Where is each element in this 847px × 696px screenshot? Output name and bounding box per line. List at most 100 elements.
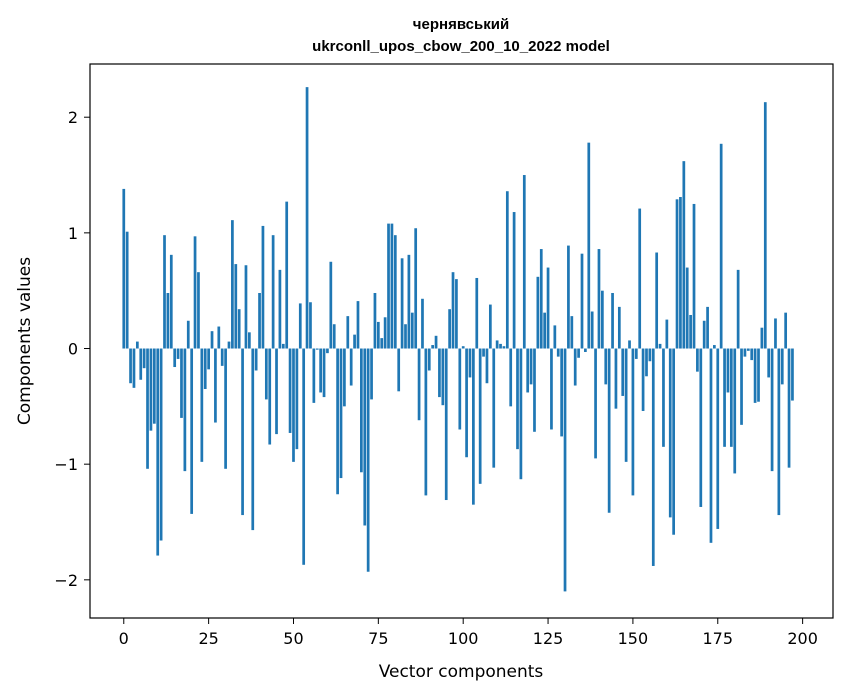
bar-42	[264, 348, 268, 400]
bar-163	[675, 199, 679, 349]
bar-95	[444, 348, 448, 501]
x-tick-label: 25	[198, 629, 218, 648]
bar-32	[231, 220, 234, 349]
bar-189	[763, 102, 767, 349]
bar-6	[142, 348, 146, 369]
bar-193	[777, 348, 781, 516]
bar-157	[655, 252, 659, 349]
bar-58	[319, 348, 322, 393]
bar-12	[163, 235, 166, 349]
bar-45	[275, 348, 278, 435]
bar-77	[383, 317, 387, 349]
bar-90	[427, 348, 431, 371]
bar-104	[475, 277, 479, 349]
bar-160	[665, 319, 669, 349]
bar-40	[258, 293, 261, 349]
bar-176	[719, 143, 723, 349]
bar-185	[750, 348, 754, 361]
bar-46	[278, 269, 282, 349]
bar-5	[139, 348, 143, 380]
bar-39	[254, 348, 258, 371]
bar-188	[760, 327, 764, 349]
bar-96	[448, 309, 451, 349]
bar-121	[533, 348, 536, 432]
bar-161	[668, 348, 672, 518]
bar-173	[709, 348, 713, 543]
chart-title-line2: ukrconll_upos_cbow_200_10_2022 model	[312, 38, 610, 55]
bar-146	[617, 306, 621, 349]
bar-89	[424, 348, 428, 496]
bar-43	[268, 348, 272, 445]
bar-34	[237, 309, 241, 349]
bar-103	[472, 348, 475, 505]
bars-group	[122, 87, 794, 592]
bar-169	[696, 348, 699, 372]
bar-38	[251, 348, 255, 531]
bar-164	[679, 197, 682, 349]
bar-31	[227, 341, 231, 349]
bar-155	[648, 348, 652, 362]
bar-27	[214, 348, 217, 423]
bar-131	[567, 245, 570, 349]
bar-134	[577, 348, 580, 358]
bar-82	[400, 258, 404, 349]
bar-115	[512, 212, 516, 349]
bar-101	[465, 348, 468, 458]
bar-56	[312, 348, 316, 403]
bar-33	[234, 264, 238, 349]
bar-156	[651, 348, 655, 566]
bar-57	[315, 348, 319, 350]
x-axis-ticks: 0 25 50 75 100 125 150 175 200	[119, 618, 818, 648]
bar-159	[662, 348, 665, 447]
x-tick-label: 150	[618, 629, 649, 648]
bar-151	[634, 348, 638, 359]
bar-26	[210, 331, 214, 349]
bar-36	[244, 265, 248, 349]
y-tick-label: 1	[68, 224, 78, 243]
bar-118	[522, 175, 526, 349]
bar-124	[543, 312, 547, 349]
bar-19	[186, 320, 190, 349]
bar-186	[753, 348, 757, 403]
bar-68	[353, 334, 356, 349]
bar-48	[285, 201, 289, 349]
bar-122	[536, 276, 540, 349]
bar-28	[217, 326, 221, 349]
bar-35	[241, 348, 244, 516]
bar-111	[499, 343, 502, 349]
bar-141	[601, 290, 604, 349]
bar-54	[305, 87, 309, 349]
bar-1	[125, 231, 129, 349]
bar-2	[129, 348, 132, 384]
x-tick-label: 75	[368, 629, 388, 648]
bar-107	[485, 348, 489, 384]
bar-178	[726, 348, 730, 393]
bar-116	[516, 348, 519, 450]
bar-145	[614, 348, 618, 409]
bar-168	[692, 203, 696, 349]
bar-113	[505, 191, 509, 349]
bar-181	[736, 269, 740, 349]
bar-64	[339, 348, 343, 479]
bar-74	[373, 293, 377, 349]
bar-137	[587, 142, 591, 349]
bar-197	[791, 348, 794, 401]
bar-41	[261, 225, 265, 349]
bar-80	[393, 235, 397, 349]
bar-4	[135, 341, 139, 349]
bar-81	[397, 348, 401, 392]
bar-85	[410, 312, 414, 349]
bar-192	[774, 318, 777, 349]
bar-182	[740, 348, 743, 425]
bar-17	[180, 348, 183, 418]
bar-105	[478, 348, 482, 484]
bar-23	[200, 348, 204, 462]
bar-71	[363, 348, 367, 526]
bar-171	[702, 320, 706, 349]
bar-138	[590, 311, 594, 349]
y-axis-ticks: −2 −1 0 1 2	[54, 108, 90, 590]
bar-142	[604, 348, 608, 385]
plot-frame	[89, 63, 834, 619]
bar-98	[455, 279, 458, 349]
